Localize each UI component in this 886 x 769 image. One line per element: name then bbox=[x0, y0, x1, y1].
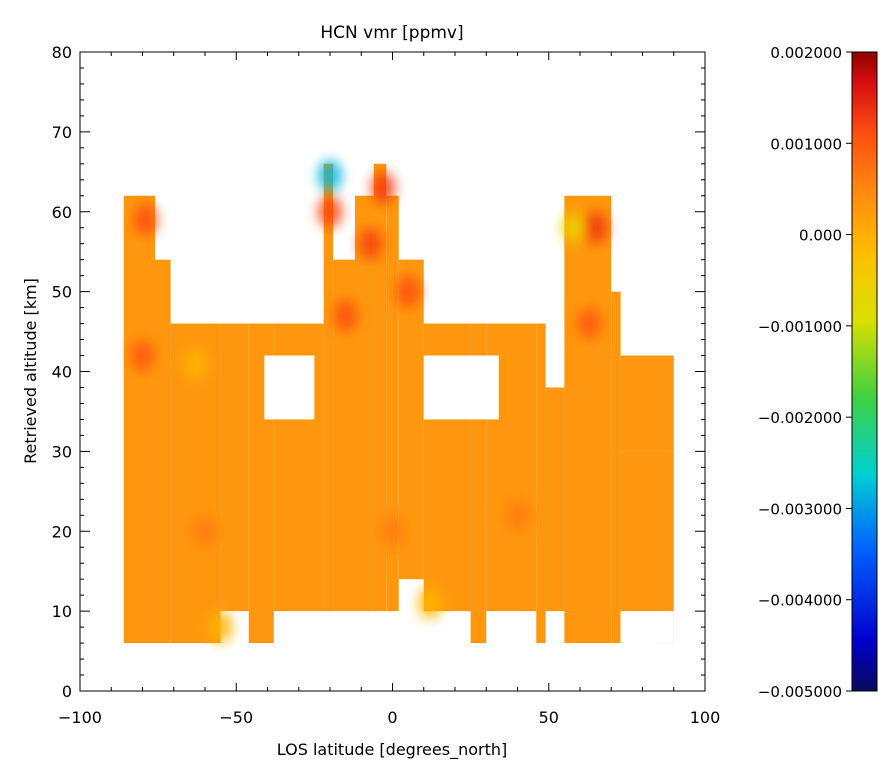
heatmap-cell bbox=[373, 163, 387, 612]
y-axis-label: Retrieved altitude [km] bbox=[21, 278, 40, 464]
y-tick-label: 0 bbox=[62, 682, 72, 701]
heatmap-hotspots bbox=[130, 159, 608, 644]
data-gap bbox=[423, 355, 499, 420]
colorbar-tick-label: −0.002000 bbox=[758, 409, 842, 427]
y-tick-label: 10 bbox=[52, 602, 72, 621]
chart-title: HCN vmr [ppmv] bbox=[320, 23, 463, 43]
heatmap-hotspot bbox=[183, 347, 208, 380]
heatmap-hotspot bbox=[193, 515, 217, 548]
heatmap-hotspot bbox=[380, 515, 405, 548]
x-tick-label: 100 bbox=[690, 708, 721, 727]
heatmap-hotspot bbox=[333, 299, 358, 332]
heatmap-hotspot bbox=[577, 307, 602, 340]
y-tick-label: 30 bbox=[52, 442, 72, 461]
heatmap-hotspot bbox=[371, 171, 396, 204]
y-tick-label: 80 bbox=[52, 43, 72, 62]
heatmap-cell bbox=[323, 163, 334, 612]
heatmap-hotspot bbox=[358, 227, 383, 260]
colorbar-tick-label: −0.003000 bbox=[758, 500, 842, 518]
heatmap-cell bbox=[620, 355, 674, 452]
heatmap-cell bbox=[536, 323, 546, 644]
heatmap-hotspot bbox=[208, 611, 233, 644]
heatmap-gaps bbox=[264, 355, 674, 644]
heatmap-cell bbox=[123, 195, 143, 644]
colorbar-tick-label: −0.004000 bbox=[758, 592, 842, 610]
heatmap-hotspot bbox=[133, 203, 158, 236]
colorbar bbox=[851, 51, 878, 692]
colorbar-tick-label: 0.001000 bbox=[770, 135, 842, 153]
y-tick-label: 70 bbox=[52, 123, 72, 142]
colorbar-tick-label: 0.002000 bbox=[770, 44, 842, 62]
colorbar-tick-label: −0.001000 bbox=[758, 318, 842, 336]
data-gap bbox=[620, 611, 674, 644]
x-axis: −100 −50 0 50 100 bbox=[58, 52, 720, 727]
heatmap-cell bbox=[142, 195, 155, 644]
heatmap-cell bbox=[620, 451, 655, 612]
data-gap bbox=[264, 355, 315, 420]
heatmap-cell bbox=[545, 387, 565, 612]
y-tick-label: 20 bbox=[52, 522, 72, 541]
colorbar-tick-label: −0.005000 bbox=[758, 683, 842, 701]
y-tick-label: 50 bbox=[52, 283, 72, 302]
x-tick-label: 0 bbox=[387, 708, 397, 727]
y-tick-label: 40 bbox=[52, 363, 72, 382]
heatmap-cell bbox=[564, 195, 593, 644]
heatmap-cell bbox=[611, 291, 621, 644]
colorbar-ticks: 0.002000 0.001000 0.000 −0.001000 −0.002000 −… bbox=[758, 44, 852, 701]
x-tick-label: −100 bbox=[58, 708, 102, 727]
y-tick-label: 60 bbox=[52, 203, 72, 222]
heatmap-hotspot bbox=[130, 339, 155, 372]
heatmap-hotspot bbox=[318, 159, 342, 192]
heatmap-cells bbox=[123, 163, 674, 644]
heatmap-cell bbox=[355, 195, 374, 612]
heatmap-cell bbox=[655, 451, 674, 612]
heatmap-cell bbox=[386, 195, 399, 612]
heatmap-cell bbox=[333, 259, 355, 612]
heatmap-cell bbox=[220, 323, 249, 612]
heatmap-hotspot bbox=[318, 195, 342, 228]
x-tick-label: 50 bbox=[539, 708, 559, 727]
heatmap-hotspot bbox=[505, 499, 530, 532]
heatmap-cell bbox=[592, 195, 612, 644]
heatmap-hotspot bbox=[561, 211, 586, 244]
y-axis: 0 10 20 30 40 50 60 70 80 bbox=[52, 43, 705, 701]
heatmap-hotspot bbox=[418, 587, 442, 620]
heatmap-hotspot bbox=[396, 275, 421, 308]
colorbar-tick-label: 0.000 bbox=[799, 227, 842, 245]
heatmap-hotspot bbox=[583, 211, 608, 244]
x-axis-label: LOS latitude [degrees_north] bbox=[277, 740, 507, 760]
heatmap-cell bbox=[155, 259, 171, 644]
x-tick-label: −50 bbox=[219, 708, 253, 727]
